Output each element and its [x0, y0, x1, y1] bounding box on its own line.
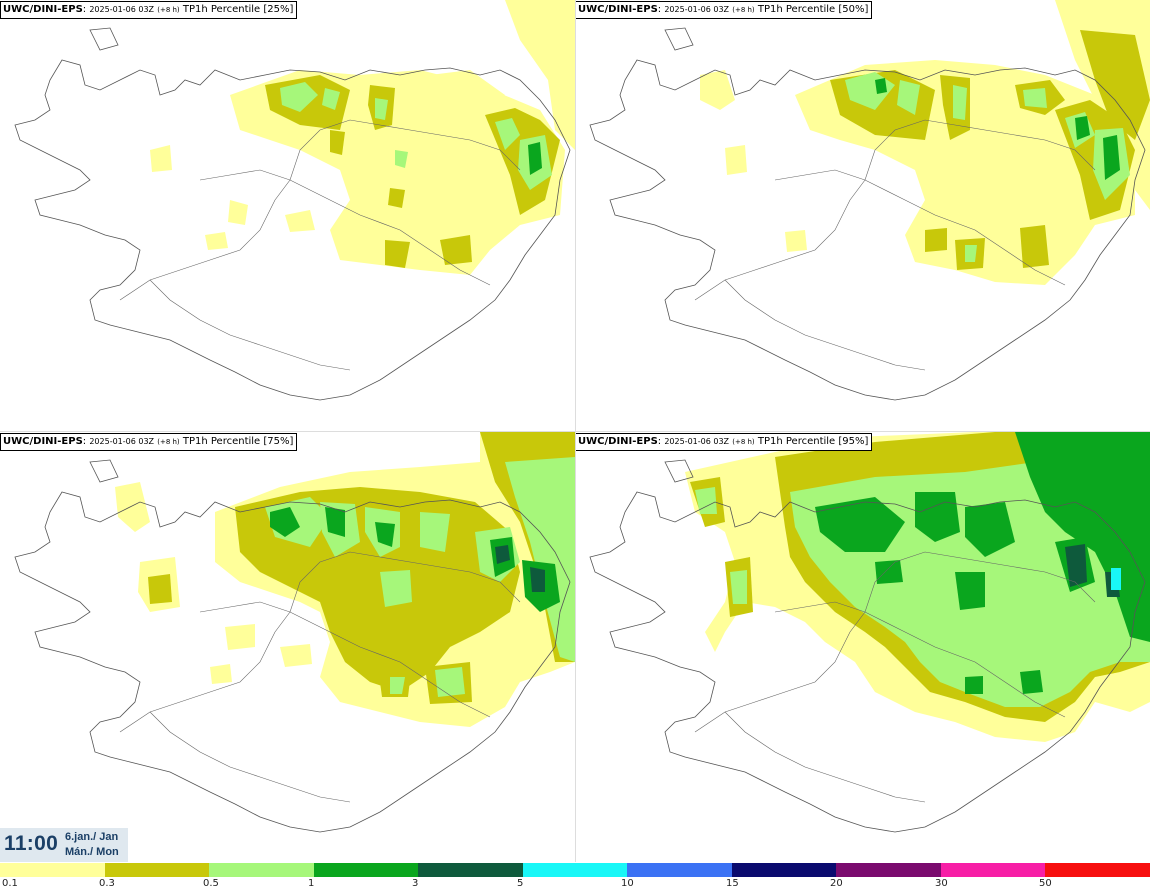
legend-tick-label: 3 [412, 878, 419, 889]
model-name: UWC/DINI-EPS [3, 4, 83, 15]
map-panel-p25: UWC/DINI-EPS: 2025-01-06 03Z (+8 h) TP1h… [0, 0, 575, 430]
panel-title: UWC/DINI-EPS: 2025-01-06 03Z (+8 h) TP1h… [575, 1, 873, 19]
field-label: TP1h Percentile [50%] [757, 4, 869, 15]
precip-map-p95 [589, 432, 1150, 833]
iceland-coastline [589, 27, 1146, 401]
valid-time: 11:00 [4, 832, 59, 855]
panel-divider-vertical [575, 0, 576, 862]
valid-date: 6.jan./ Jan [65, 831, 119, 843]
legend-color-swatch [522, 863, 628, 877]
road-network [119, 551, 521, 803]
run-time: 2025-01-06 03Z [664, 437, 730, 446]
panel-title: UWC/DINI-EPS: 2025-01-06 03Z (+8 h) TP1h… [0, 433, 298, 451]
field-label: TP1h Percentile [95%] [757, 436, 869, 447]
legend-tick-label: 0.5 [203, 878, 219, 889]
legend-color-swatch [209, 863, 314, 877]
lead-time: (+8 h) [732, 438, 755, 446]
lead-time: (+8 h) [732, 6, 755, 14]
precip-field [115, 432, 575, 727]
legend-tick-label: 0.3 [99, 878, 115, 889]
legend-tick-label: 10 [621, 878, 634, 889]
legend-tick-label: 0.1 [2, 878, 18, 889]
legend-color-swatch [731, 863, 837, 877]
run-time: 2025-01-06 03Z [89, 5, 155, 14]
model-name: UWC/DINI-EPS [3, 436, 83, 447]
panel-title: UWC/DINI-EPS: 2025-01-06 03Z (+8 h) TP1h… [575, 433, 873, 451]
model-name: UWC/DINI-EPS [578, 4, 658, 15]
legend-color-swatch [418, 863, 523, 877]
precip-field [685, 432, 1150, 742]
road-network [694, 119, 1096, 371]
panel-title: UWC/DINI-EPS: 2025-01-06 03Z (+8 h) TP1h… [0, 1, 298, 19]
precip-map-p25 [14, 0, 575, 401]
iceland-coastline [589, 459, 1146, 833]
run-time: 2025-01-06 03Z [664, 5, 730, 14]
road-network [694, 551, 1096, 803]
map-panel-p95: UWC/DINI-EPS: 2025-01-06 03Z (+8 h) TP1h… [575, 432, 1150, 862]
model-name: UWC/DINI-EPS [578, 436, 658, 447]
legend-tick-label: 30 [935, 878, 948, 889]
map-panel-p75: UWC/DINI-EPS: 2025-01-06 03Z (+8 h) TP1h… [0, 432, 575, 862]
road-network [119, 119, 521, 371]
legend-color-swatch [627, 863, 732, 877]
valid-day: Mán./ Mon [65, 846, 119, 858]
legend-color-swatch [940, 863, 1046, 877]
legend-tick-label: 1 [308, 878, 315, 889]
legend-tick-label: 50 [1039, 878, 1052, 889]
run-time: 2025-01-06 03Z [89, 437, 155, 446]
color-legend-bar [0, 863, 1150, 877]
legend-color-swatch [0, 863, 105, 877]
legend-color-swatch [1045, 863, 1150, 877]
precip-field [700, 0, 1150, 285]
iceland-coastline [14, 27, 571, 401]
lead-time: (+8 h) [157, 6, 180, 14]
valid-time-box [0, 828, 128, 862]
legend-color-swatch [104, 863, 210, 877]
field-label: TP1h Percentile [25%] [182, 4, 294, 15]
map-panel-p50: UWC/DINI-EPS: 2025-01-06 03Z (+8 h) TP1h… [575, 0, 1150, 430]
legend-color-swatch [836, 863, 941, 877]
precip-map-p75 [14, 432, 575, 833]
iceland-coastline [14, 459, 571, 833]
legend-tick-label: 5 [517, 878, 524, 889]
color-legend-labels: 0.1 0.3 0.5 1 3 5 10 15 20 30 50 [0, 878, 1150, 891]
legend-tick-label: 20 [830, 878, 843, 889]
lead-time: (+8 h) [157, 438, 180, 446]
legend-tick-label: 15 [726, 878, 739, 889]
precip-map-p50 [589, 0, 1150, 401]
field-label: TP1h Percentile [75%] [182, 436, 294, 447]
precip-field [150, 0, 575, 275]
legend-color-swatch [313, 863, 419, 877]
